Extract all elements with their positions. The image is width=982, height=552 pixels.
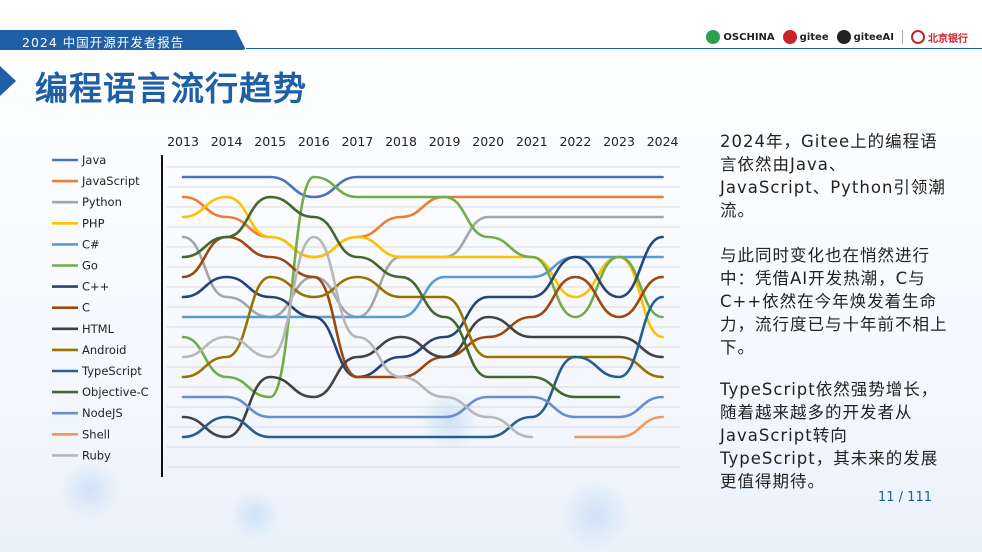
legend-entry: Objective-C bbox=[52, 385, 149, 399]
series-line bbox=[574, 415, 664, 439]
legend-label: HTML bbox=[82, 322, 115, 336]
series-objective-c bbox=[181, 195, 621, 399]
legend-label: Python bbox=[82, 195, 122, 209]
legend-entry: Ruby bbox=[52, 448, 111, 462]
header-rule bbox=[246, 48, 982, 49]
decor-bubble bbox=[230, 490, 280, 540]
series-c bbox=[181, 235, 664, 379]
report-label-bar: 2024 中国开源开发者报告 bbox=[0, 30, 246, 50]
legend-entry: C bbox=[52, 301, 90, 315]
legend-entry: Java bbox=[52, 153, 106, 167]
series-nodejs bbox=[181, 395, 664, 419]
legend-entry: HTML bbox=[52, 322, 115, 336]
title-arrow-icon bbox=[0, 66, 16, 96]
legend-label: JavaScript bbox=[81, 174, 140, 188]
legend-entry: C# bbox=[52, 237, 100, 251]
language-bump-chart: 2013 2014 2015 2016 2017 2018 2019 2020 2021 2022… bbox=[52, 134, 680, 477]
legend-label: C# bbox=[82, 237, 100, 251]
x-tick-label: 2013 bbox=[167, 134, 199, 149]
series-line bbox=[181, 175, 664, 399]
legend-entry: NodeJS bbox=[52, 406, 123, 420]
series-line bbox=[181, 175, 664, 199]
series-java bbox=[181, 175, 664, 199]
series-typescript bbox=[181, 295, 664, 439]
gitee-logo-icon bbox=[782, 30, 797, 44]
series-line bbox=[181, 295, 664, 439]
series-html bbox=[181, 315, 664, 439]
x-tick-label: 2017 bbox=[341, 134, 373, 149]
x-tick-label: 2014 bbox=[211, 134, 243, 149]
series-line bbox=[181, 235, 664, 379]
x-tick-label: 2019 bbox=[429, 134, 461, 149]
legend-entry: JavaScript bbox=[52, 174, 140, 188]
paragraph-overview: 2024年，Gitee上的编程语言依然由Java、JavaScript、Pyth… bbox=[720, 132, 946, 220]
legend-entry: C++ bbox=[52, 280, 109, 294]
x-tick-label: 2024 bbox=[647, 134, 679, 149]
legend-entry: TypeScript bbox=[52, 364, 142, 378]
decor-bubble bbox=[420, 390, 480, 450]
x-tick-label: 2023 bbox=[603, 134, 635, 149]
legend-label: Java bbox=[81, 153, 106, 167]
series-line bbox=[181, 315, 664, 439]
x-tick-label: 2016 bbox=[298, 134, 330, 149]
legend-entry: Android bbox=[52, 343, 126, 357]
series-shell bbox=[574, 415, 664, 439]
bank-logo-icon bbox=[911, 30, 925, 44]
decor-bubble bbox=[60, 460, 120, 520]
gitee-ai-logo: giteeAI bbox=[836, 30, 894, 44]
x-tick-label: 2018 bbox=[385, 134, 417, 149]
gitee-logo: gitee bbox=[782, 30, 829, 44]
series-line bbox=[181, 395, 664, 419]
legend-label: NodeJS bbox=[82, 406, 123, 420]
partner-logos: OSCHINA gitee giteeAI 北京银行 bbox=[706, 28, 968, 46]
page-number: 11 / 111 bbox=[878, 490, 932, 505]
logo-divider bbox=[902, 30, 903, 44]
bank-of-beijing-logo: 北京银行 bbox=[911, 30, 968, 45]
x-tick-label: 2015 bbox=[254, 134, 286, 149]
legend-label: TypeScript bbox=[81, 364, 142, 378]
paragraph-typescript: TypeScript依然强势增长，随着越来越多的开发者从JavaScript转向… bbox=[720, 380, 939, 491]
legend-label: Go bbox=[82, 259, 98, 273]
series-go bbox=[181, 175, 664, 399]
series-c- bbox=[181, 235, 664, 379]
decor-bubble bbox=[560, 480, 630, 550]
legend-label: Objective-C bbox=[82, 385, 149, 399]
series-line bbox=[181, 195, 621, 399]
legend-label: Shell bbox=[82, 427, 110, 441]
legend-entry: Go bbox=[52, 259, 98, 273]
legend-entry: Shell bbox=[52, 427, 110, 441]
series-ruby bbox=[181, 235, 534, 439]
gitee-ai-logo-icon bbox=[836, 30, 851, 44]
x-tick-label: 2020 bbox=[472, 134, 504, 149]
paragraph-c-cpp: 与此同时变化也在悄然进行中：凭借AI开发热潮，C与C++依然在今年焕发着生命力，… bbox=[720, 246, 948, 357]
legend-entry: Python bbox=[52, 195, 122, 209]
legend-label: C++ bbox=[82, 280, 109, 294]
page-title: 编程语言流行趋势 bbox=[35, 69, 307, 108]
report-label: 2024 中国开源开发者报告 bbox=[22, 35, 185, 50]
legend-entry: PHP bbox=[52, 216, 105, 230]
oschina-logo-icon bbox=[706, 30, 721, 44]
legend-label: Android bbox=[82, 343, 126, 357]
series-line bbox=[181, 235, 534, 439]
legend-label: PHP bbox=[82, 216, 105, 230]
legend-label: C bbox=[82, 301, 90, 315]
x-tick-label: 2022 bbox=[559, 134, 591, 149]
oschina-logo: OSCHINA bbox=[706, 30, 775, 44]
x-tick-label: 2021 bbox=[516, 134, 548, 149]
legend-label: Ruby bbox=[82, 448, 111, 462]
series-line bbox=[181, 235, 664, 379]
